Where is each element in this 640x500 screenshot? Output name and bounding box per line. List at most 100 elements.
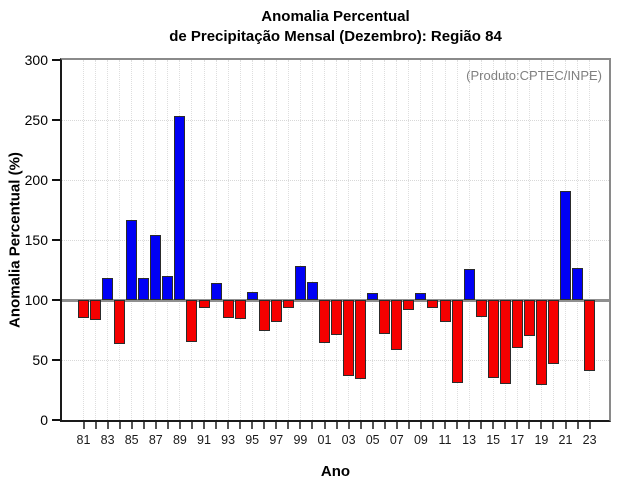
x-tick-2020 xyxy=(552,422,555,429)
x-tick-2015 xyxy=(492,422,495,429)
bar-2006 xyxy=(379,300,391,334)
bar-1997 xyxy=(270,300,282,322)
x-tick-1990 xyxy=(190,422,193,429)
y-tick-label-250: 250 xyxy=(24,112,48,128)
y-tick-300 xyxy=(52,59,60,61)
bar-1992 xyxy=(210,283,222,300)
h-gridline xyxy=(62,119,609,121)
y-tick-label-150: 150 xyxy=(24,232,48,248)
x-tick-label-2007: 07 xyxy=(389,433,404,447)
x-tick-label-2001: 01 xyxy=(317,433,332,447)
x-tick-label-1987: 87 xyxy=(148,433,163,447)
bar-1985 xyxy=(126,219,138,300)
bar-1991 xyxy=(198,300,210,309)
y-tick-150 xyxy=(52,239,60,241)
bar-2022 xyxy=(572,267,584,300)
x-tick-label-1983: 83 xyxy=(100,433,115,447)
y-tick-label-100: 100 xyxy=(24,292,48,308)
h-gridline xyxy=(62,179,609,181)
bar-1987 xyxy=(150,235,162,300)
x-tick-2010 xyxy=(431,422,434,429)
x-tick-1982 xyxy=(94,422,97,429)
y-tick-label-50: 50 xyxy=(32,352,48,368)
x-tick-2000 xyxy=(311,422,314,429)
chart-title: Anomalia Percentual de Precipitação Mens… xyxy=(62,7,609,47)
x-tick-2019 xyxy=(540,422,543,429)
x-tick-label-1997: 97 xyxy=(269,433,284,447)
x-tick-label-2005: 05 xyxy=(365,433,380,447)
y-tick-200 xyxy=(52,179,60,181)
bar-1983 xyxy=(102,278,114,300)
bar-2003 xyxy=(343,300,355,376)
x-tick-label-1991: 91 xyxy=(197,433,211,447)
x-tick-label-2019: 19 xyxy=(534,433,549,447)
x-tick-label-1993: 93 xyxy=(221,433,236,447)
bar-1981 xyxy=(78,300,89,318)
bar-2021 xyxy=(560,190,571,300)
x-tick-2009 xyxy=(419,422,422,429)
x-tick-label-2015: 15 xyxy=(486,433,501,447)
bar-2009 xyxy=(415,292,427,300)
x-tick-2006 xyxy=(383,422,386,429)
x-tick-2016 xyxy=(504,422,507,429)
bar-2005 xyxy=(367,292,379,300)
bar-1993 xyxy=(222,300,234,318)
bar-2015 xyxy=(487,300,499,378)
x-tick-label-2021: 21 xyxy=(558,433,573,447)
y-tick-100 xyxy=(52,299,60,301)
x-tick-1984 xyxy=(118,422,121,429)
x-tick-2012 xyxy=(456,422,459,429)
x-tick-label-2023: 23 xyxy=(582,433,597,447)
bar-1986 xyxy=(138,278,150,300)
x-tick-label-2011: 11 xyxy=(438,433,452,447)
x-tick-2011 xyxy=(444,422,446,429)
y-tick-label-0: 0 xyxy=(40,412,48,428)
x-tick-1981 xyxy=(82,422,85,429)
x-tick-label-2009: 09 xyxy=(413,433,428,447)
x-tick-2007 xyxy=(395,422,398,429)
y-tick-50 xyxy=(52,359,60,361)
bar-1994 xyxy=(234,300,246,320)
x-tick-1985 xyxy=(130,422,133,429)
bar-1989 xyxy=(174,116,186,300)
bar-2020 xyxy=(547,300,559,364)
x-tick-1997 xyxy=(275,422,278,429)
x-tick-1986 xyxy=(142,422,145,429)
x-tick-2008 xyxy=(407,422,410,429)
bar-2001 xyxy=(319,300,330,344)
bar-2019 xyxy=(535,300,547,386)
x-tick-2017 xyxy=(516,422,519,429)
x-tick-1983 xyxy=(106,422,109,429)
x-tick-label-1985: 85 xyxy=(124,433,139,447)
x-tick-1989 xyxy=(178,422,181,429)
x-tick-1987 xyxy=(154,422,157,429)
bar-2007 xyxy=(391,300,403,351)
x-tick-1995 xyxy=(251,422,254,429)
x-tick-label-1995: 95 xyxy=(245,433,260,447)
x-tick-2002 xyxy=(335,422,338,429)
bar-1996 xyxy=(258,300,270,332)
bar-1982 xyxy=(90,300,102,321)
h-gridline xyxy=(62,359,609,361)
bar-2016 xyxy=(499,300,511,384)
y-tick-0 xyxy=(52,419,60,421)
bar-2010 xyxy=(427,300,439,309)
bar-1984 xyxy=(114,300,126,345)
x-tick-1992 xyxy=(215,422,218,429)
x-axis-label: Ano xyxy=(320,463,351,480)
watermark-text: (Produto:CPTEC/INPE) xyxy=(466,68,602,83)
bar-2000 xyxy=(306,282,318,300)
x-tick-label-2003: 03 xyxy=(341,433,356,447)
x-tick-1999 xyxy=(299,422,302,429)
x-tick-2004 xyxy=(359,422,362,429)
bar-1999 xyxy=(294,266,306,300)
x-tick-label-2013: 13 xyxy=(462,433,477,447)
x-tick-1991 xyxy=(203,422,205,429)
x-tick-2013 xyxy=(468,422,471,429)
y-tick-label-200: 200 xyxy=(24,172,48,188)
x-tick-1998 xyxy=(287,422,290,429)
x-tick-1996 xyxy=(263,422,266,429)
h-gridline xyxy=(62,239,609,241)
chart-title-line1: Anomalia Percentual xyxy=(261,8,410,25)
x-tick-label-1981: 81 xyxy=(76,433,91,447)
